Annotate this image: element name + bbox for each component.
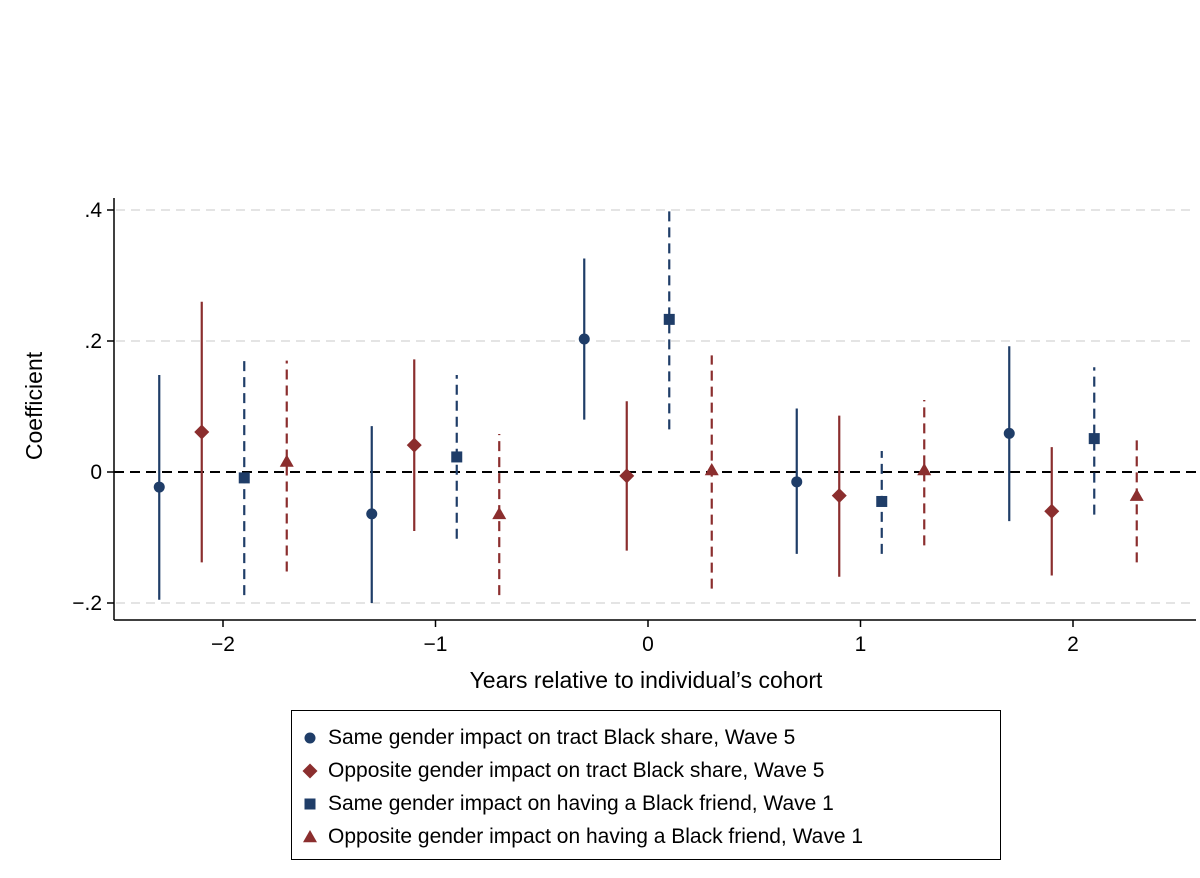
series-square — [238, 210, 1100, 596]
y-tick-label: 0 — [90, 461, 102, 484]
point-estimate-square — [876, 495, 888, 507]
point-estimate-triangle — [704, 463, 719, 476]
point-estimate-triangle — [279, 454, 294, 467]
point-estimate-square — [1088, 433, 1100, 445]
legend-item: Same gender impact on having a Black fri… — [292, 786, 834, 822]
legend: Same gender impact on tract Black share,… — [291, 710, 1001, 860]
point-estimate-circle — [1003, 427, 1015, 439]
axes: −.2 0 .2 .4 −2 −1 0 1 2 — [72, 198, 1196, 656]
legend-label: Same gender impact on having a Black fri… — [328, 792, 834, 815]
series-diamond — [194, 301, 1060, 577]
y-tick-label: .4 — [84, 199, 102, 222]
legend-label: Same gender impact on tract Black share,… — [328, 726, 796, 749]
point-estimate-square — [451, 451, 463, 463]
point-estimate-triangle — [1129, 488, 1144, 501]
legend-marker-circle — [304, 732, 316, 744]
x-axis-title: Years relative to individual’s cohort — [470, 667, 823, 693]
legend-symbol — [292, 720, 328, 756]
legend-marker-triangle — [303, 830, 317, 843]
point-estimate-circle — [366, 508, 378, 520]
point-estimate-circle — [578, 333, 590, 345]
legend-symbol — [292, 819, 328, 855]
point-estimate-diamond — [194, 424, 210, 440]
series-circle — [153, 258, 1015, 603]
legend-item: Same gender impact on tract Black share,… — [292, 720, 795, 756]
point-estimate-square — [663, 313, 675, 325]
legend-label: Opposite gender impact on having a Black… — [328, 825, 864, 848]
legend-label: Opposite gender impact on tract Black sh… — [328, 759, 825, 782]
legend-item: Opposite gender impact on tract Black sh… — [292, 753, 824, 789]
legend-marker-square — [304, 798, 316, 810]
point-estimate-circle — [153, 481, 165, 493]
point-estimate-circle — [791, 476, 803, 488]
x-tick-label: 0 — [642, 633, 654, 656]
series-triangle — [279, 355, 1144, 596]
legend-symbol — [292, 753, 328, 789]
x-tick-label: −1 — [424, 633, 448, 656]
x-tick-label: 1 — [855, 633, 867, 656]
y-axis-title: Coefficient — [21, 351, 47, 460]
point-estimate-triangle — [492, 506, 507, 520]
point-estimate-diamond — [619, 468, 635, 484]
plot-marks — [153, 210, 1144, 603]
point-estimate-triangle — [917, 463, 932, 476]
y-tick-label: −.2 — [72, 592, 102, 615]
gridlines — [114, 209, 1196, 604]
x-tick-label: −2 — [211, 633, 235, 656]
point-estimate-diamond — [1044, 503, 1060, 519]
y-tick-label: .2 — [84, 330, 102, 353]
point-estimate-diamond — [831, 488, 847, 504]
point-estimate-diamond — [406, 437, 422, 453]
legend-item: Opposite gender impact on having a Black… — [292, 819, 863, 855]
x-tick-label: 2 — [1067, 633, 1079, 656]
legend-symbol — [292, 786, 328, 822]
point-estimate-square — [238, 472, 250, 484]
legend-marker-diamond — [302, 763, 318, 779]
